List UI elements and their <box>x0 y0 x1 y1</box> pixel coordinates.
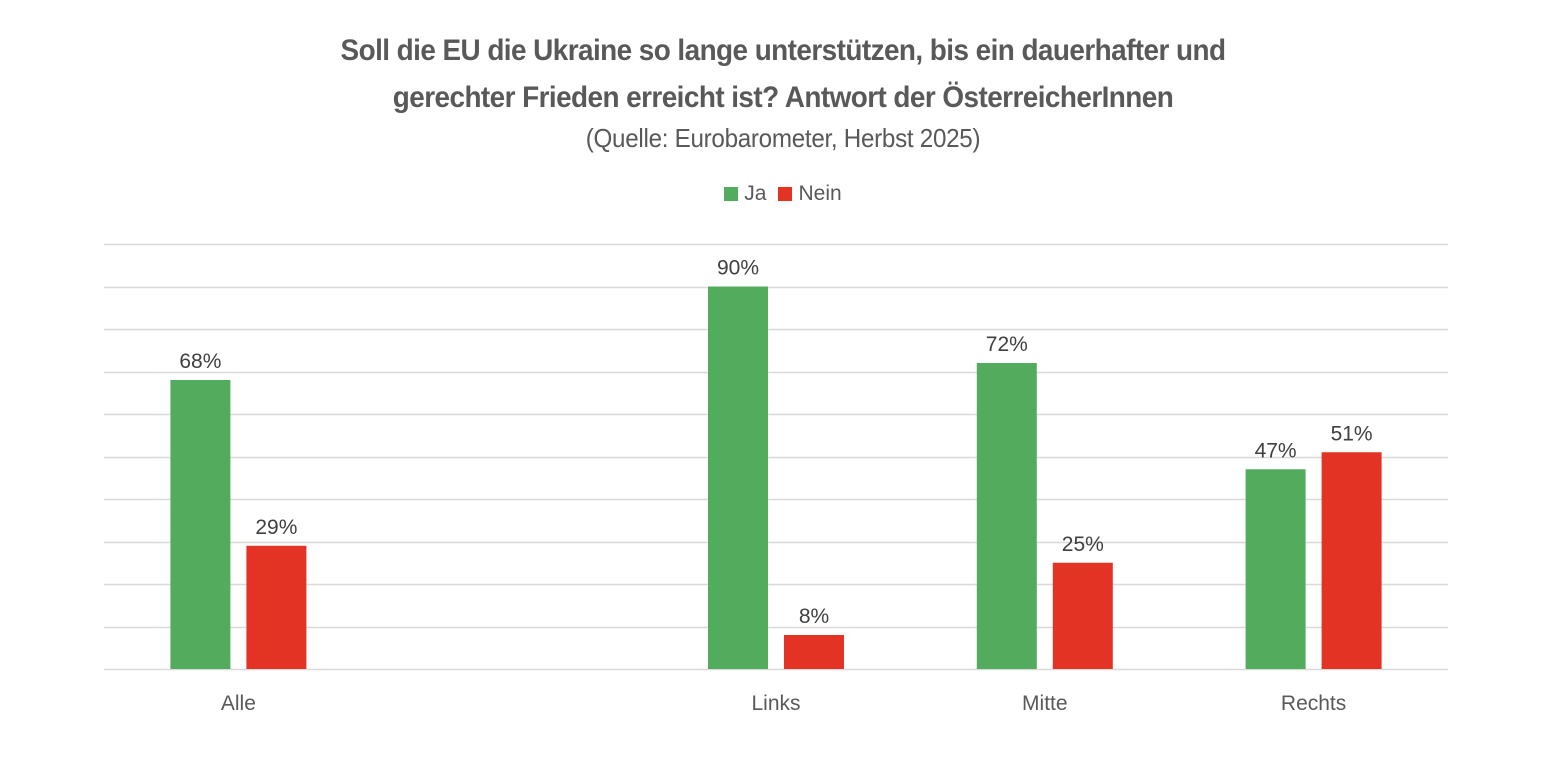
bar-ja-rechts <box>1245 469 1306 669</box>
legend-item-nein: Nein <box>778 182 842 206</box>
data-label: 8% <box>799 605 829 628</box>
data-label: 51% <box>1331 422 1373 445</box>
chart-title-line-2: gerechter Frieden erreicht ist? Antwort … <box>392 81 1174 114</box>
bar-ja-mitte <box>976 363 1037 669</box>
legend: Ja Nein <box>0 182 1566 206</box>
bar-nein-alle <box>246 545 307 669</box>
category-label-alle: Alle <box>221 692 256 715</box>
data-label: 68% <box>179 350 221 373</box>
category-label-mitte: Mitte <box>1022 692 1068 715</box>
gridlines <box>104 243 1448 671</box>
bar-ja-alle <box>170 380 231 669</box>
legend-swatch-nein <box>778 187 793 201</box>
bar-nein-mitte <box>1052 562 1113 669</box>
data-label: 47% <box>1255 439 1297 462</box>
category-label-rechts: Rechts <box>1281 692 1346 715</box>
category-labels: Alle Links Mitte Rechts <box>221 692 1346 715</box>
chart-subtitle: (Quelle: Eurobarometer, Herbst 2025) <box>585 123 981 153</box>
bars <box>170 286 1382 669</box>
chart-title-line-1: Soll die EU die Ukraine so lange unterst… <box>340 34 1226 67</box>
data-label: 72% <box>986 333 1028 356</box>
legend-swatch-ja <box>724 187 739 201</box>
data-labels: 68% 29% 90% 8% 72% 25% 47% 51% <box>179 257 1372 629</box>
category-label-links: Links <box>751 692 800 715</box>
data-label: 25% <box>1062 533 1104 556</box>
legend-label-ja: Ja <box>744 182 767 205</box>
legend-item-ja: Ja <box>724 182 766 206</box>
legend-label-nein: Nein <box>798 182 842 205</box>
bar-nein-links <box>784 635 844 669</box>
bar-ja-links <box>708 286 768 669</box>
data-label: 90% <box>717 257 759 280</box>
bar-nein-rechts <box>1321 452 1382 669</box>
data-label: 29% <box>255 516 297 539</box>
